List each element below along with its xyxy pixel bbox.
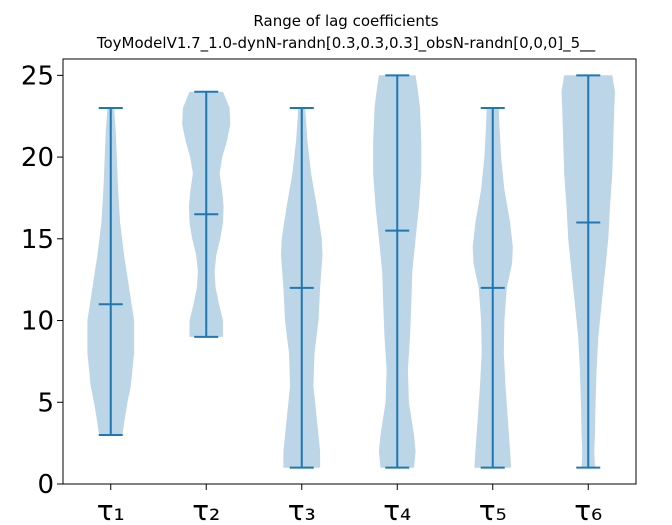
y-tick-label: 5 [37,388,54,418]
x-tick-label: τ₆ [574,494,602,525]
chart-title: Range of lag coefficients [253,12,438,30]
violin-6 [561,74,615,469]
x-tick-label: τ₂ [192,494,220,525]
x-tick-label: τ₄ [383,494,411,525]
y-tick-label: 0 [37,470,54,500]
violin-1 [87,107,135,436]
chart-subtitle: ToyModelV1.7_1.0-dynN-randn[0.3,0.3,0.3]… [96,34,596,53]
y-tick-label: 15 [21,225,54,255]
x-axis: τ₁ τ₂ τ₃ τ₄ τ₅ τ₆ [97,484,602,525]
violin-4 [373,74,422,469]
violin-3 [281,107,323,469]
x-tick-label: τ₁ [97,494,125,525]
y-axis: 0 5 10 15 20 25 [21,61,63,500]
x-tick-label: τ₅ [479,494,507,525]
y-tick-label: 25 [21,61,54,91]
x-tick-label: τ₃ [288,494,316,525]
violin-2 [182,90,231,338]
violin-5 [472,107,513,469]
y-tick-label: 20 [21,143,54,173]
y-tick-label: 10 [21,307,54,337]
plot-frame [62,58,637,485]
violins-layer [87,74,615,469]
